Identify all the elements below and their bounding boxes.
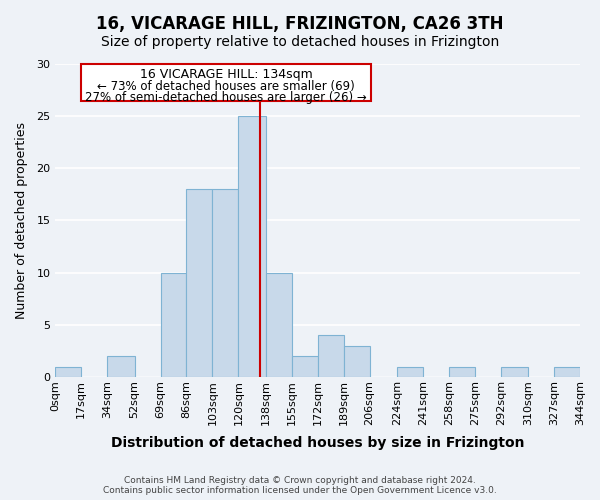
- Text: ← 73% of detached houses are smaller (69): ← 73% of detached houses are smaller (69…: [97, 80, 355, 92]
- Y-axis label: Number of detached properties: Number of detached properties: [15, 122, 28, 319]
- Bar: [212, 189, 238, 377]
- Text: 16, VICARAGE HILL, FRIZINGTON, CA26 3TH: 16, VICARAGE HILL, FRIZINGTON, CA26 3TH: [96, 15, 504, 33]
- Bar: [500, 366, 528, 377]
- Text: 27% of semi-detached houses are larger (26) →: 27% of semi-detached houses are larger (…: [85, 91, 367, 104]
- Text: Size of property relative to detached houses in Frizington: Size of property relative to detached ho…: [101, 35, 499, 49]
- Text: Contains HM Land Registry data © Crown copyright and database right 2024.
Contai: Contains HM Land Registry data © Crown c…: [103, 476, 497, 495]
- Bar: [107, 356, 134, 377]
- Bar: [449, 366, 475, 377]
- Bar: [238, 116, 266, 377]
- Bar: [554, 366, 580, 377]
- Bar: [317, 336, 344, 377]
- Text: 16 VICARAGE HILL: 134sqm: 16 VICARAGE HILL: 134sqm: [140, 68, 313, 81]
- FancyBboxPatch shape: [81, 64, 371, 100]
- Bar: [266, 272, 292, 377]
- Bar: [292, 356, 317, 377]
- Bar: [55, 366, 81, 377]
- Bar: [161, 272, 187, 377]
- Bar: [187, 189, 212, 377]
- Bar: [344, 346, 370, 377]
- Bar: [397, 366, 423, 377]
- X-axis label: Distribution of detached houses by size in Frizington: Distribution of detached houses by size …: [111, 436, 524, 450]
